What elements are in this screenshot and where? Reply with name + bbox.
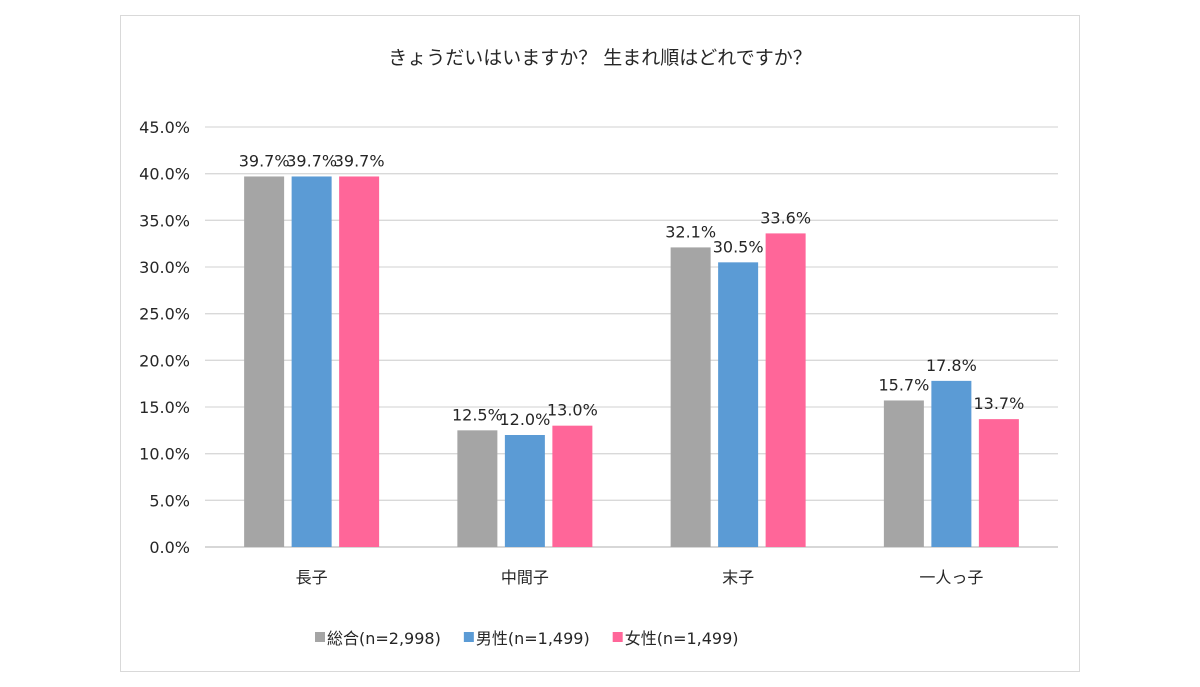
bar — [244, 176, 285, 547]
data-label: 39.7% — [334, 151, 385, 170]
data-label: 32.1% — [665, 222, 716, 241]
data-label: 33.6% — [760, 208, 811, 227]
bar — [291, 176, 332, 547]
data-label: 39.7% — [239, 151, 290, 170]
legend-swatch — [612, 632, 623, 642]
legend-label: 男性(n=1,499) — [476, 629, 590, 648]
y-tick-label: 40.0% — [139, 165, 190, 184]
data-label: 30.5% — [713, 237, 764, 256]
bar — [670, 247, 711, 547]
y-tick-label: 25.0% — [139, 305, 190, 324]
bar — [339, 176, 380, 547]
bar — [457, 430, 498, 547]
x-tick-label: 末子 — [722, 568, 754, 587]
y-tick-label: 30.0% — [139, 258, 190, 277]
bar — [931, 380, 972, 547]
x-tick-label: 一人っ子 — [919, 568, 983, 587]
bar — [552, 425, 593, 547]
y-tick-label: 10.0% — [139, 445, 190, 464]
y-tick-label: 5.0% — [149, 491, 190, 510]
x-tick-label: 長子 — [296, 568, 328, 587]
data-label: 12.5% — [452, 405, 503, 424]
y-tick-label: 45.0% — [139, 118, 190, 137]
bar — [765, 233, 806, 547]
y-tick-label: 35.0% — [139, 211, 190, 230]
y-tick-label: 0.0% — [149, 538, 190, 557]
chart-frame — [120, 15, 1080, 672]
data-label: 15.7% — [878, 375, 929, 394]
bar — [718, 262, 759, 547]
data-label: 13.0% — [547, 401, 598, 420]
x-tick-label: 中間子 — [501, 568, 549, 587]
data-label: 13.7% — [973, 394, 1024, 413]
legend-label: 総合(n=2,998) — [327, 629, 441, 648]
bar — [504, 435, 545, 547]
data-label: 17.8% — [926, 356, 977, 375]
legend-swatch — [315, 632, 325, 642]
bar — [883, 400, 924, 547]
chart-title: きょうだいはいますか？ 生まれ順はどれですか？ — [388, 47, 811, 69]
y-tick-label: 15.0% — [139, 398, 190, 417]
legend-label: 女性(n=1,499) — [625, 629, 739, 648]
legend-swatch — [463, 632, 474, 642]
data-label: 12.0% — [499, 410, 550, 429]
bar — [978, 419, 1019, 547]
y-tick-label: 20.0% — [139, 351, 190, 370]
data-label: 39.7% — [286, 151, 337, 170]
